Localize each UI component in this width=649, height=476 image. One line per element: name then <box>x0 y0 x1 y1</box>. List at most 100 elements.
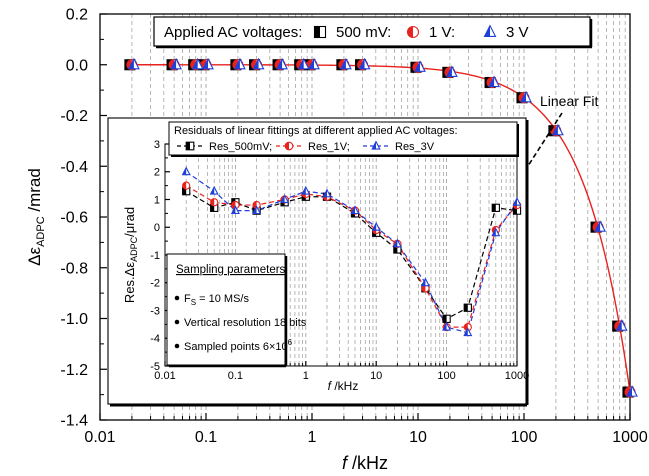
y-tick-label: 0.0 <box>66 57 88 74</box>
main-point-2 <box>276 57 288 70</box>
main-point-2 <box>414 60 426 72</box>
x-tick-label: 0.1 <box>228 370 243 382</box>
x-tick-label: 10 <box>409 429 427 446</box>
inset-point-2 <box>392 238 402 248</box>
inset-legend-marker <box>284 141 294 151</box>
inset-data-points <box>181 166 522 337</box>
inset-point-0 <box>442 314 451 323</box>
inset-point-1 <box>421 284 430 293</box>
x-tick-label: 1000 <box>505 370 529 382</box>
main-point-2 <box>594 220 606 232</box>
fit-curve <box>131 64 630 393</box>
main-x-axis-label: f /kHz <box>342 453 388 471</box>
x-tick-label: 100 <box>511 429 538 446</box>
inset-point-2 <box>301 185 311 195</box>
legend-label: 1 V: <box>429 24 455 41</box>
main-legend-title: Applied AC voltages: <box>164 24 302 41</box>
main-point-2 <box>128 57 140 70</box>
y-tick-label: 1 <box>154 194 160 206</box>
y-tick-label: -0.4 <box>60 159 88 176</box>
inset-point-0 <box>463 303 472 312</box>
inset-legend-marker <box>371 140 381 150</box>
inset-point-2 <box>209 185 219 195</box>
inset-legend-label: Res_3V <box>395 141 435 153</box>
inset-x-axis-label: f /kHz <box>328 379 359 393</box>
inset-point-2 <box>322 188 332 198</box>
sampling-rate-text: FS = 10 MS/s <box>184 293 249 307</box>
inset-y-axis-label: Res.ΔεADPC/μrad <box>122 207 139 303</box>
sampling-parameters-box: Sampling parameters FS = 10 MS/s Vertica… <box>166 253 307 368</box>
main-point-2 <box>358 57 371 70</box>
inset-legend-label: Res_500mV; <box>209 141 272 153</box>
y-tick-label: 3 <box>154 139 160 151</box>
inset-point-2 <box>371 221 381 231</box>
main-y-axis-label: ΔεADPC /mrad <box>25 168 47 266</box>
main-point-2 <box>297 57 310 70</box>
legend-label: 500 mV: <box>336 24 391 41</box>
linear-fit-label: Linear Fit <box>540 93 598 109</box>
legend-label: 3 V <box>506 24 529 41</box>
inset-point-2 <box>491 227 501 237</box>
y-tick-label: 2 <box>154 167 160 179</box>
inset-point-1 <box>463 322 472 332</box>
main-point-2 <box>552 123 564 136</box>
main-point-2 <box>615 319 628 331</box>
main-point-2 <box>446 65 458 77</box>
main-point-2 <box>340 57 352 70</box>
inset-legend: Residuals of linear fittings at differen… <box>168 121 519 157</box>
x-tick-label: 0.01 <box>154 370 175 382</box>
main-point-2 <box>488 75 500 88</box>
x-tick-label: 0.01 <box>84 429 115 446</box>
main-point-2 <box>170 57 182 70</box>
inset-legend-label: Res_1V; <box>308 141 350 153</box>
residual-line-0 <box>185 190 517 320</box>
legend-marker <box>483 24 497 37</box>
y-tick-label: -2 <box>150 278 160 290</box>
inset-point-2 <box>420 277 430 287</box>
y-tick-label: -4 <box>150 333 160 345</box>
main-point-2 <box>234 57 246 70</box>
inset-point-2 <box>350 205 360 215</box>
inset-title: Residuals of linear fittings at differen… <box>174 125 458 137</box>
main-legend: Applied AC voltages: 500 mV: 1 V: 3 V <box>153 16 593 49</box>
main-point-2 <box>252 57 265 70</box>
inset-point-2 <box>512 196 522 206</box>
main-point-2 <box>191 57 204 70</box>
main-point-2 <box>520 90 532 103</box>
linear-fit-line <box>131 64 630 393</box>
y-tick-label: -0.2 <box>60 108 88 125</box>
vertical-resolution-text: Vertical resolution 18 bits <box>184 317 307 329</box>
y-tick-label: -1 <box>150 250 160 262</box>
inset-point-2 <box>442 321 452 331</box>
main-axis-ticks: 0.01 0.1 1 10 100 1000 0.2 0.0 -0.2 -0.4 -0.6 -0.8 -… <box>60 7 647 446</box>
inset-point-0 <box>491 203 500 212</box>
inset-legend-marker <box>185 141 195 151</box>
x-tick-label: 100 <box>437 370 455 382</box>
y-tick-label: -1.4 <box>60 413 88 430</box>
x-tick-label: 1 <box>303 370 309 382</box>
x-tick-label: 1000 <box>612 429 648 446</box>
inset-point-1 <box>210 198 219 207</box>
y-tick-label: -3 <box>150 305 160 317</box>
main-point-2 <box>308 57 320 70</box>
y-tick-label: -0.8 <box>60 260 88 277</box>
legend-marker <box>313 25 327 39</box>
inset-point-2 <box>280 194 290 203</box>
inset-point-2 <box>463 327 473 337</box>
inset-point-1 <box>182 181 191 190</box>
residual-line-2 <box>185 171 517 334</box>
x-tick-label: 1 <box>308 429 317 446</box>
y-tick-label: 0.2 <box>66 7 88 24</box>
main-point-2 <box>202 57 214 70</box>
main-point-2 <box>626 385 638 397</box>
main-data-points <box>124 57 638 398</box>
y-tick-label: -1.2 <box>60 362 88 379</box>
sampling-parameters-title: Sampling parameters <box>176 264 286 276</box>
legend-marker <box>406 25 420 39</box>
inset-point-2 <box>230 205 240 215</box>
y-tick-label: -0.6 <box>60 210 88 227</box>
